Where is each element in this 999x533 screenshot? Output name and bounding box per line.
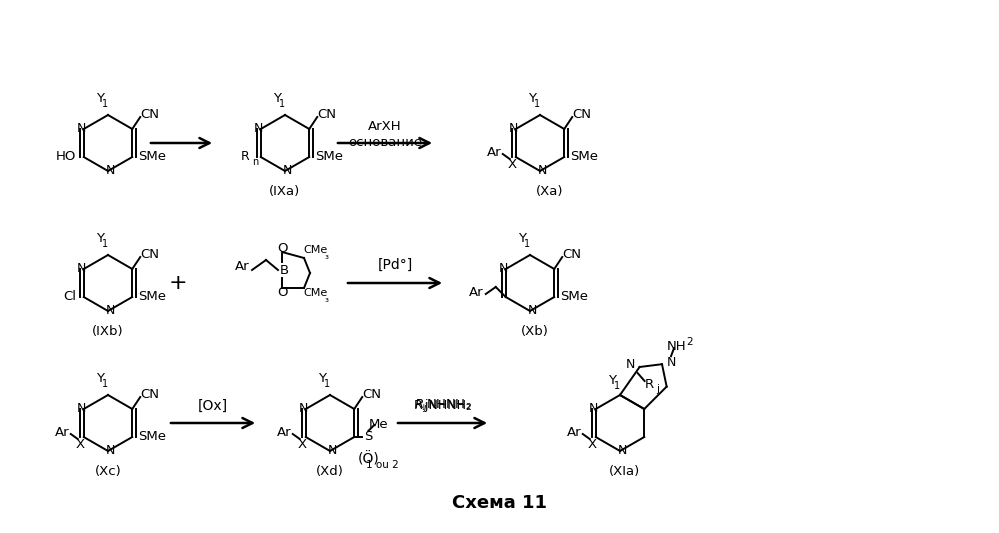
Text: CN: CN (141, 389, 160, 401)
Text: Y: Y (608, 375, 616, 387)
Text: N: N (105, 445, 115, 457)
Text: CN: CN (318, 109, 337, 122)
Text: (IXa): (IXa) (270, 184, 301, 198)
Text: N: N (254, 123, 264, 135)
Text: Me: Me (369, 418, 388, 432)
Text: SMe: SMe (138, 431, 166, 443)
Text: N: N (105, 165, 115, 177)
Text: 2: 2 (686, 337, 693, 347)
Text: SMe: SMe (570, 150, 598, 164)
Text: Y: Y (96, 373, 104, 385)
Text: N: N (617, 445, 626, 457)
Text: Ar: Ar (235, 260, 250, 272)
Text: основание: основание (348, 136, 422, 149)
Text: N: N (537, 165, 546, 177)
Text: (XIa): (XIa) (609, 464, 640, 478)
Text: CN: CN (572, 109, 591, 122)
Text: S: S (364, 431, 373, 443)
Text: N: N (666, 356, 675, 369)
Text: [Ox]: [Ox] (198, 399, 228, 413)
Text: CN: CN (141, 248, 160, 262)
Text: Ar: Ar (54, 425, 69, 439)
Text: 1: 1 (102, 379, 108, 389)
Text: Ar: Ar (277, 425, 291, 439)
Text: 1: 1 (533, 99, 540, 109)
Text: 1: 1 (614, 381, 620, 391)
Text: R: R (241, 150, 249, 164)
Text: HO: HO (56, 150, 76, 164)
Text: 1: 1 (324, 379, 330, 389)
Text: Y: Y (96, 93, 104, 106)
Text: N: N (77, 402, 87, 416)
Text: CMe: CMe (304, 288, 328, 298)
Text: 1: 1 (279, 99, 285, 109)
Text: SMe: SMe (138, 150, 166, 164)
Text: (Xa): (Xa) (536, 184, 563, 198)
Text: (Xb): (Xb) (521, 325, 548, 337)
Text: X: X (507, 158, 516, 172)
Text: Ar: Ar (566, 425, 581, 439)
Text: SMe: SMe (316, 150, 344, 164)
Text: N: N (527, 304, 536, 318)
Text: n: n (252, 157, 258, 167)
Text: ₃: ₃ (324, 294, 328, 304)
Text: SMe: SMe (138, 290, 166, 303)
Text: ArXH: ArXH (369, 119, 402, 133)
Text: N: N (77, 123, 87, 135)
Text: N: N (328, 445, 337, 457)
Text: Ar: Ar (487, 146, 501, 158)
Text: R: R (645, 378, 654, 392)
Text: N: N (77, 262, 87, 276)
Text: N: N (509, 123, 518, 135)
Text: ₃: ₃ (324, 251, 328, 261)
Text: Схема 11: Схема 11 (452, 494, 546, 512)
Text: Rⱼj⁠NHNH₂: Rⱼj⁠NHNH₂ (415, 400, 472, 413)
Text: N: N (626, 359, 635, 372)
Text: Y: Y (96, 232, 104, 246)
Text: (IXb): (IXb) (92, 325, 124, 337)
Text: X: X (75, 439, 84, 451)
Text: 1: 1 (102, 99, 108, 109)
Text: SMe: SMe (560, 290, 588, 303)
Text: NH: NH (667, 340, 687, 353)
Text: 1: 1 (102, 239, 108, 249)
Text: Y: Y (518, 232, 526, 246)
Text: O: O (277, 241, 288, 254)
Text: O: O (277, 286, 288, 298)
Text: Y: Y (318, 373, 326, 385)
Text: CN: CN (363, 389, 382, 401)
Text: X: X (587, 439, 596, 451)
Text: CN: CN (141, 109, 160, 122)
Text: $R_j$NHNH$_2$: $R_j$NHNH$_2$ (414, 398, 472, 415)
Text: (Xc): (Xc) (95, 464, 121, 478)
Text: Y: Y (528, 93, 536, 106)
Text: +: + (169, 273, 188, 293)
Text: CMe: CMe (304, 245, 328, 255)
Text: CN: CN (562, 248, 581, 262)
Text: N: N (299, 402, 309, 416)
Text: 1 ou 2: 1 ou 2 (366, 460, 399, 470)
Text: B: B (280, 263, 289, 277)
Text: (Ö): (Ö) (358, 452, 380, 466)
Text: j: j (656, 384, 659, 394)
Text: Y: Y (273, 93, 281, 106)
Text: N: N (500, 262, 508, 276)
Text: 1: 1 (523, 239, 530, 249)
Text: N: N (589, 402, 598, 416)
Text: [Pd°]: [Pd°] (378, 258, 413, 272)
Text: Cl: Cl (63, 290, 76, 303)
Text: N: N (283, 165, 292, 177)
Text: Ar: Ar (469, 286, 484, 298)
Text: X: X (297, 439, 307, 451)
Text: N: N (105, 304, 115, 318)
Text: (Xd): (Xd) (316, 464, 344, 478)
